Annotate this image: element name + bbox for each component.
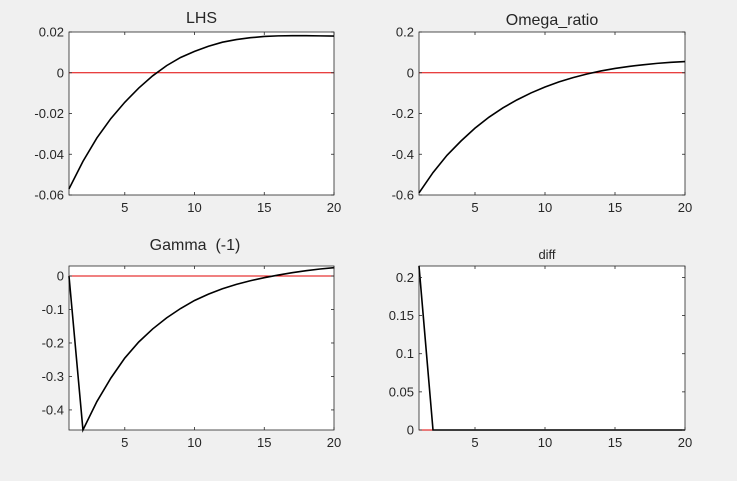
plot-area [68, 265, 335, 431]
x-tick-label: 20 [678, 435, 692, 450]
x-tick-label: 20 [678, 200, 692, 215]
subplot-lhs: 5 10 15 20 0.02 0 -0.02 -0.04 -0.06 LHS [34, 10, 341, 215]
y-ticks: 0 -0.1 -0.2 -0.3 -0.4 [42, 269, 334, 417]
x-tick-label: 10 [538, 435, 552, 450]
x-tick-label: 5 [121, 435, 128, 450]
plot-area [418, 31, 686, 196]
x-tick-label: 15 [257, 200, 271, 215]
y-tick-label: 0.05 [389, 384, 414, 399]
y-tick-label: 0 [407, 423, 414, 438]
y-tick-label: 0.2 [396, 270, 414, 285]
plot-area [418, 265, 686, 431]
y-tick-label: -0.04 [34, 147, 64, 162]
x-ticks: 5 10 15 20 [471, 266, 692, 450]
y-tick-label: -0.2 [42, 335, 64, 350]
plot-area [68, 31, 335, 196]
x-ticks: 5 10 15 20 [121, 266, 341, 450]
x-tick-label: 5 [471, 200, 478, 215]
y-tick-label: -0.2 [392, 106, 414, 121]
chart-title: diff [538, 247, 555, 262]
y-tick-label: -0.02 [34, 106, 64, 121]
x-tick-label: 10 [538, 200, 552, 215]
x-tick-label: 10 [187, 200, 201, 215]
series-line [68, 34, 335, 190]
y-tick-label: 0.1 [396, 346, 414, 361]
y-tick-label: 0.2 [396, 25, 414, 40]
x-tick-label: 20 [327, 435, 341, 450]
y-tick-label: -0.06 [34, 188, 64, 203]
y-tick-label: -0.6 [392, 188, 414, 203]
y-ticks: 0.2 0 -0.2 -0.4 -0.6 [392, 25, 685, 203]
y-tick-label: 0 [407, 65, 414, 80]
x-tick-label: 15 [257, 435, 271, 450]
x-ticks: 5 10 15 20 [471, 32, 692, 215]
y-tick-label: -0.3 [42, 369, 64, 384]
subplot-diff: 5 10 15 20 0.2 0.15 0.1 0.05 0 diff [389, 247, 693, 450]
x-tick-label: 5 [121, 200, 128, 215]
subplot-omega-ratio: 5 10 15 20 0.2 0 -0.2 -0.4 -0.6 Omega_ratio [392, 12, 693, 215]
x-tick-label: 5 [471, 435, 478, 450]
y-tick-label: -0.4 [42, 402, 64, 417]
y-tick-label: -0.4 [392, 147, 414, 162]
x-tick-label: 20 [327, 200, 341, 215]
chart-title: LHS [186, 10, 217, 27]
chart-title: Gamma (-1) [150, 237, 241, 254]
chart-title: Omega_ratio [506, 12, 599, 29]
x-tick-label: 15 [608, 200, 622, 215]
subplot-gamma: 5 10 15 20 0 -0.1 -0.2 -0.3 -0.4 Gamma (-1) [42, 237, 342, 450]
y-tick-label: 0 [57, 269, 64, 284]
y-ticks: 0.02 0 -0.02 -0.04 -0.06 [34, 25, 334, 203]
y-tick-label: 0.15 [389, 308, 414, 323]
x-tick-label: 15 [608, 435, 622, 450]
series-line [418, 265, 685, 431]
y-tick-label: -0.1 [42, 302, 64, 317]
y-tick-label: 0 [57, 65, 64, 80]
y-tick-label: 0.02 [39, 25, 64, 40]
series-line [418, 60, 686, 194]
x-tick-label: 10 [187, 435, 201, 450]
x-ticks: 5 10 15 20 [121, 32, 341, 215]
y-ticks: 0.2 0.15 0.1 0.05 0 [389, 270, 685, 438]
series-line [68, 266, 335, 433]
